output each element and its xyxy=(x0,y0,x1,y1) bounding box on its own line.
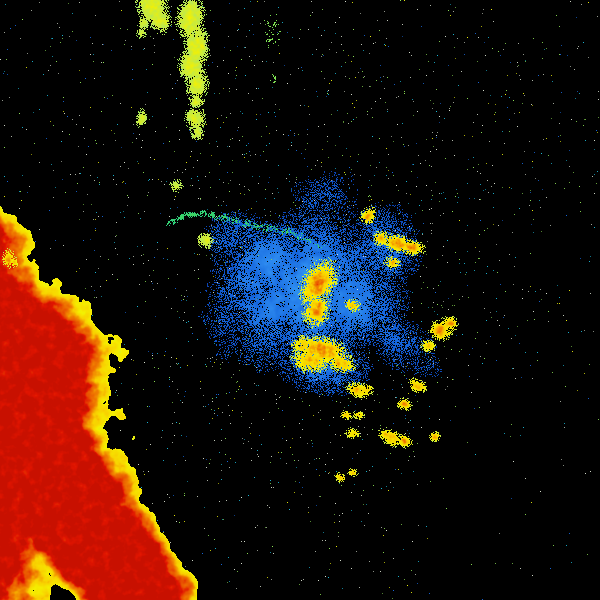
radar-reflectivity-canvas xyxy=(0,0,600,600)
radar-image-viewport xyxy=(0,0,600,600)
